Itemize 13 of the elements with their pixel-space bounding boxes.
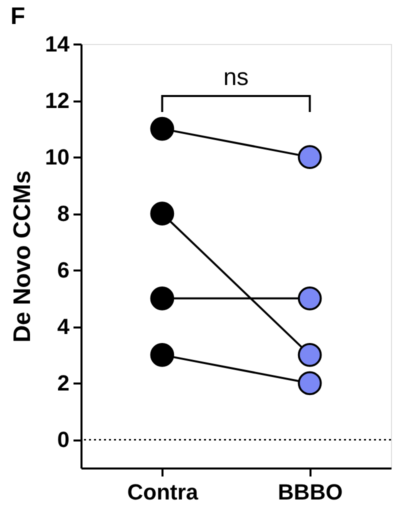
y-tick-label: 0 [57, 427, 70, 452]
y-tick-label: 8 [57, 201, 70, 226]
x-tick-label: BBBO [278, 480, 343, 504]
y-tick-label: 6 [57, 258, 70, 283]
y-tick-label: 12 [45, 88, 70, 114]
chart-title: F [10, 3, 26, 30]
y-tick-label: 2 [57, 370, 70, 396]
annotation: ns [223, 64, 249, 91]
y-tick-label: 10 [45, 144, 70, 170]
x-tick-label: Contra [127, 480, 199, 504]
y-tick-label: 4 [57, 314, 70, 340]
y-axis-title: De Novo CCMs [9, 170, 36, 343]
y-tick-label: 14 [45, 32, 70, 56]
